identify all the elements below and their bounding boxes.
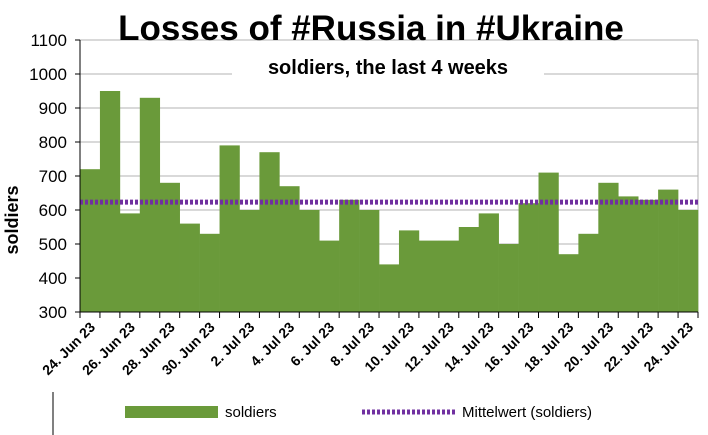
- bar: [498, 244, 519, 312]
- bar: [618, 196, 639, 312]
- bar: [458, 227, 480, 312]
- bar: [638, 199, 659, 312]
- bar: [259, 152, 280, 312]
- subtitle-background: [232, 50, 544, 80]
- bar: [379, 264, 400, 312]
- y-tick-label: 800: [39, 133, 67, 152]
- bar: [538, 172, 559, 312]
- bar: [658, 189, 679, 312]
- bar: [279, 186, 300, 312]
- bar: [558, 254, 579, 312]
- y-tick-labels: 300 400 500 600 700 800 900 1000 1100: [29, 31, 67, 322]
- bar: [678, 210, 699, 312]
- bar: [299, 210, 320, 312]
- bar: [418, 240, 440, 312]
- chart-title: Losses of #Russia in #Ukraine: [118, 9, 624, 48]
- bar: [438, 240, 460, 312]
- chart-subtitle: soldiers, the last 4 weeks: [268, 57, 508, 79]
- x-tick-marks: [79, 312, 699, 318]
- legend: soldiers Mittelwert (soldiers): [125, 404, 592, 421]
- bar: [179, 223, 200, 312]
- bar: [478, 213, 499, 312]
- bar: [80, 169, 101, 312]
- y-tick-label: 900: [39, 99, 67, 118]
- bar: [319, 240, 340, 312]
- bar: [359, 210, 380, 312]
- bar: [119, 213, 141, 312]
- bar: [159, 182, 180, 312]
- bar: [239, 210, 260, 312]
- y-tick-label: 300: [39, 303, 67, 322]
- y-tick-label: 400: [39, 269, 67, 288]
- y-tick-label: 700: [39, 167, 67, 186]
- bar: [219, 145, 240, 312]
- bar-series: [80, 91, 699, 312]
- bar: [398, 230, 420, 312]
- bar: [578, 233, 599, 312]
- y-axis-label: soldiers: [2, 185, 22, 254]
- legend-swatch-soldiers: [125, 406, 218, 418]
- y-tick-label: 600: [39, 201, 67, 220]
- bar: [339, 199, 360, 312]
- y-tick-label: 1000: [29, 65, 67, 84]
- bar: [518, 203, 539, 312]
- y-tick-label: 1100: [30, 31, 67, 50]
- y-tick-label: 500: [39, 235, 67, 254]
- bar: [598, 182, 619, 312]
- legend-label-soldiers: soldiers: [225, 404, 277, 421]
- bar: [139, 97, 161, 312]
- bar: [199, 233, 220, 312]
- legend-label-mean: Mittelwert (soldiers): [462, 404, 592, 421]
